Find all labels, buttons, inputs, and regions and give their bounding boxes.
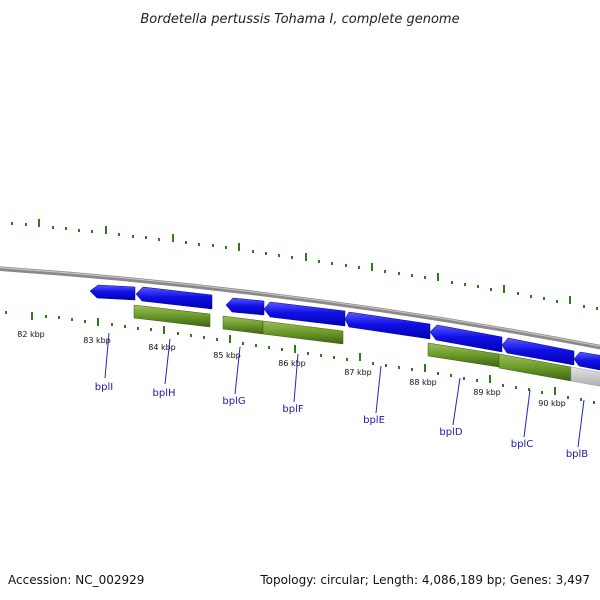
gene-arrows xyxy=(89,284,600,371)
kbp-label: 87 kbp xyxy=(344,368,372,377)
gene-labels[interactable]: bplI bplH bplG bplF bplE bplD bplC bplB xyxy=(95,332,589,460)
kbp-label: 84 kbp xyxy=(148,343,176,352)
kbp-label: 83 kbp xyxy=(83,336,111,345)
inner-ticks xyxy=(5,311,595,404)
kbp-label: 90 kbp xyxy=(538,399,566,408)
kbp-scale-labels: 82 kbp 83 kbp 84 kbp 85 kbp 86 kbp 87 kb… xyxy=(17,330,566,408)
outer-ticks xyxy=(11,219,598,310)
gene-label-bplb[interactable]: bplB xyxy=(566,449,588,460)
gene-label-bple[interactable]: bplE xyxy=(363,415,385,426)
gene-label-bplc[interactable]: bplC xyxy=(511,439,533,450)
kbp-label: 88 kbp xyxy=(409,378,437,387)
topology-text: Topology: circular; Length: 4,086,189 bp… xyxy=(260,573,590,587)
gene-label-bplg[interactable]: bplG xyxy=(222,396,245,407)
map-title: Bordetella pertussis Tohama I, complete … xyxy=(140,12,459,27)
kbp-label: 85 kbp xyxy=(213,351,241,360)
accession-text: Accession: NC_002929 xyxy=(8,573,145,587)
genome-backbone xyxy=(0,266,600,350)
gene-label-bpli[interactable]: bplI xyxy=(95,382,113,393)
gene-label-bplh[interactable]: bplH xyxy=(153,388,176,399)
kbp-label: 86 kbp xyxy=(278,359,306,368)
kbp-label: 82 kbp xyxy=(17,330,45,339)
gene-label-bplf[interactable]: bplF xyxy=(282,404,303,415)
kbp-label: 89 kbp xyxy=(473,388,501,397)
gene-label-bpld[interactable]: bplD xyxy=(439,427,462,438)
cds-bars xyxy=(133,304,600,387)
